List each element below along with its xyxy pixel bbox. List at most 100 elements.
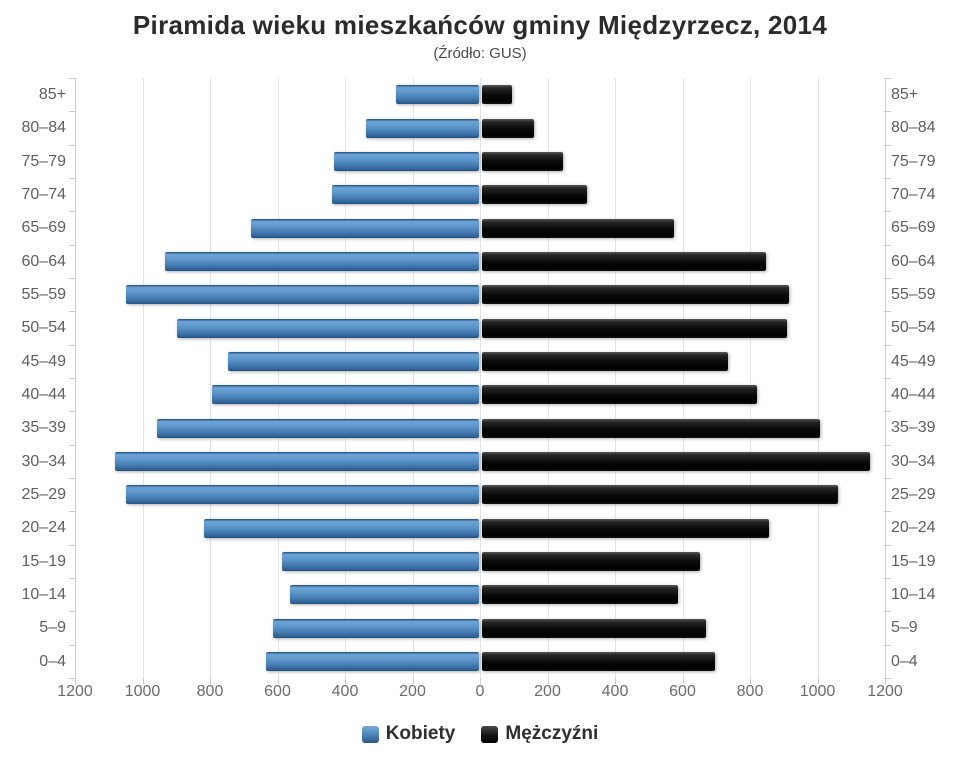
y-axis-tick-left (69, 144, 76, 146)
x-tick-label: 400 (331, 683, 359, 700)
bar-mezczyzni (482, 285, 790, 305)
y-axis-tick-right (884, 444, 891, 446)
y-axis-tick-right (884, 144, 891, 146)
category-label: 10–14 (891, 585, 936, 603)
bar-mezczyzni (482, 651, 715, 671)
x-tick-label: 800 (196, 683, 224, 700)
bar-kobiety (333, 151, 479, 171)
bar-mezczyzni (482, 618, 707, 638)
plot-area (69, 78, 891, 684)
y-axis-tick-left (69, 544, 76, 546)
bar-kobiety (365, 118, 479, 138)
y-axis-tick-left (69, 411, 76, 413)
category-label: 0–4 (891, 652, 918, 670)
category-label: 50–54 (21, 319, 67, 337)
bar-mezczyzni (482, 451, 871, 471)
category-label: 35–39 (891, 419, 936, 437)
x-tick-label: 800 (736, 683, 764, 700)
bar-kobiety (251, 218, 479, 238)
y-axis-tick-left (69, 578, 76, 579)
x-tick-label: 1200 (57, 683, 93, 700)
y-axis-tick-left (69, 378, 76, 379)
category-label: 25–29 (891, 485, 936, 503)
y-axis-tick-left (69, 78, 76, 79)
x-axis-tick (480, 678, 481, 684)
bar-kobiety (126, 285, 479, 305)
chart-title: Piramida wieku mieszkańców gminy Międzyr… (132, 10, 828, 40)
bar-mezczyzni (482, 418, 820, 438)
bar-kobiety (266, 651, 479, 671)
x-tick-label: 1000 (124, 683, 161, 700)
y-axis-tick-left (69, 444, 76, 446)
grid-line (210, 78, 211, 678)
category-label: 60–64 (891, 252, 936, 270)
x-axis-tick (412, 678, 414, 684)
y-axis-tick-right (884, 411, 891, 413)
category-label: 50–54 (891, 319, 936, 337)
y-axis-tick-left (69, 278, 76, 279)
y-axis-tick-left (69, 611, 76, 613)
x-axis-tick (615, 678, 616, 684)
y-axis-tick-right (884, 644, 891, 646)
bar-mezczyzni (482, 385, 758, 405)
x-tick-label: 400 (601, 683, 629, 700)
y-axis-tick-right (884, 611, 891, 613)
category-label: 20–24 (891, 519, 936, 537)
category-label: 10–14 (21, 585, 67, 603)
bar-mezczyzni (482, 251, 766, 271)
bar-mezczyzni (482, 551, 700, 571)
bar-kobiety (332, 185, 479, 205)
x-axis-tick (750, 678, 751, 684)
legend-label-kobiety: Kobiety (385, 723, 456, 744)
category-label: 15–19 (21, 552, 67, 570)
y-axis-tick-right (884, 344, 891, 346)
bar-kobiety (290, 585, 479, 605)
bar-kobiety (273, 618, 479, 638)
y-axis-tick-right (884, 511, 891, 513)
kobiety-swatch-icon (361, 725, 379, 743)
bar-mezczyzni (482, 485, 839, 505)
bar-kobiety (165, 251, 479, 271)
y-axis-tick-right (884, 211, 891, 213)
x-axis-labels: 1200 1000 800 600 400 200 0 200 400 600 800 1000 120… (57, 683, 903, 703)
category-label: 5–9 (39, 619, 66, 637)
category-label: 35–39 (21, 419, 67, 437)
grid-line (480, 78, 481, 678)
category-label: 15–19 (891, 552, 936, 570)
y-axis-left-labels: 85+ 80–84 75–79 70–74 65–69 60–64 55–59 50–54 45… (0, 78, 67, 678)
y-axis-tick-left (69, 211, 76, 213)
grid-line (277, 78, 279, 678)
bar-mezczyzni (482, 151, 563, 171)
y-axis-tick-right (884, 111, 891, 113)
x-axis-tick (277, 678, 279, 684)
grid-line (750, 78, 751, 678)
legend-item-kobiety[interactable]: Kobiety (361, 723, 456, 745)
bar-mezczyzni (482, 185, 587, 205)
bar-mezczyzni (482, 518, 769, 538)
y-axis-tick-right (884, 178, 891, 179)
category-label: 45–49 (891, 352, 936, 370)
category-label: 85+ (891, 86, 919, 103)
y-axis-tick-right (884, 278, 891, 279)
category-label: 70–74 (891, 185, 936, 203)
category-label: 55–59 (21, 285, 67, 303)
grid-line (142, 78, 144, 678)
x-tick-label: 600 (264, 683, 291, 700)
legend-item-mezczyzni[interactable]: Mężczyźni (481, 723, 598, 745)
bar-kobiety (396, 85, 479, 105)
legend: Kobiety Mężczyźni (0, 723, 960, 745)
x-tick-label: 200 (534, 683, 561, 700)
category-label: 5–9 (891, 619, 918, 637)
chart-subtitle: (Źródło: GUS) (433, 45, 527, 62)
grid-line (412, 78, 414, 678)
category-label: 55–59 (891, 285, 936, 303)
x-tick-label: 0 (475, 683, 485, 700)
category-label: 30–34 (891, 452, 936, 470)
y-axis-tick-right (884, 244, 891, 246)
y-axis-tick-left (69, 344, 76, 346)
y-axis-right-labels: 85+ 80–84 75–79 70–74 65–69 60–64 55–59 50–54 45… (891, 78, 960, 678)
y-axis-tick-right (884, 678, 891, 679)
bar-kobiety (176, 318, 479, 338)
category-label: 0–4 (39, 652, 66, 670)
